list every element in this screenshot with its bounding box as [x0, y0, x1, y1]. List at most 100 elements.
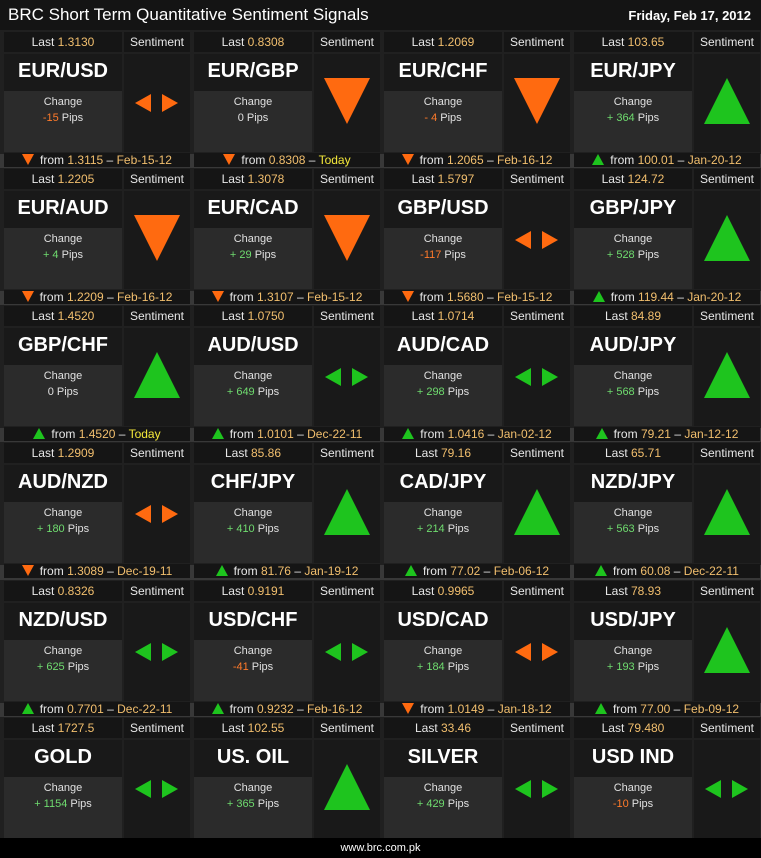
change-label: Change — [423, 782, 463, 794]
from-date: Dec-22-11 — [117, 702, 173, 716]
from-label: from — [610, 290, 635, 304]
change-label: Change — [613, 507, 653, 519]
change-value: -15 Pips — [4, 112, 122, 124]
left-arrow-icon — [135, 505, 151, 523]
instrument-cell: Last 102.55 Sentiment US. OIL Change + 365 P… — [192, 717, 380, 853]
trend-origin-bar: from 77.02 – Feb-06-12 — [384, 564, 570, 578]
change-value: + 298 Pips — [384, 386, 502, 398]
change-label: Change — [233, 645, 273, 657]
sentiment-header: Sentiment — [314, 718, 380, 738]
change-label: Change — [613, 370, 653, 382]
sentiment-panel — [124, 328, 190, 426]
sentiment-header: Sentiment — [504, 32, 570, 52]
trend-up-icon — [592, 154, 605, 166]
separator: – — [107, 564, 114, 578]
change-label: Change — [43, 370, 83, 382]
instrument-cell: Last 79.480 Sentiment USD IND Change -10 Pip… — [572, 717, 760, 853]
change-label: Change — [613, 233, 653, 245]
instrument-name: EUR/AUD — [17, 197, 109, 219]
sentiment-up-arrow-icon — [134, 352, 180, 398]
from-label: from — [419, 290, 444, 304]
last-label: Last — [221, 721, 245, 735]
pips-label: Pips — [251, 661, 274, 673]
change-pips: + 410 — [226, 523, 255, 535]
last-price-header: Last 33.46 — [384, 718, 502, 738]
signals-row: Last 1727.5 Sentiment GOLD Change + 1154 Pip… — [0, 717, 761, 853]
from-price: 77.02 — [450, 564, 481, 578]
change-label: Change — [43, 507, 83, 519]
last-price: 78.93 — [631, 584, 662, 598]
sentiment-up-arrow-icon — [704, 215, 750, 261]
instrument-name: USD/CHF — [208, 609, 298, 631]
pips-label: Pips — [447, 386, 470, 398]
separator: – — [673, 564, 681, 578]
last-label: Last — [414, 446, 438, 460]
sentiment-header: Sentiment — [124, 306, 190, 326]
sentiment-header: Sentiment — [314, 443, 380, 463]
sentiment-up-arrow-icon — [324, 489, 370, 535]
last-price: 0.9965 — [437, 584, 475, 598]
instrument-cell: Last 1.5797 Sentiment GBP/USD Change -117 Pi… — [382, 168, 570, 304]
change-value: + 193 Pips — [574, 661, 692, 673]
sentiment-up-arrow-icon — [704, 489, 750, 535]
last-price-header: Last 78.93 — [574, 581, 692, 601]
footer-link[interactable]: www.brc.com.pk — [340, 842, 421, 854]
sentiment-sideways-arrows-icon — [135, 504, 179, 524]
pips-label: Pips — [257, 798, 280, 810]
pips-label: Pips — [447, 798, 470, 810]
signals-row: Last 1.2205 Sentiment EUR/AUD Change + 4 Pip… — [0, 168, 761, 304]
sentiment-panel — [504, 740, 570, 838]
instrument-name: US. OIL — [216, 746, 290, 768]
change-box: Change + 214 Pips — [384, 502, 502, 563]
last-price: 124.72 — [627, 172, 665, 186]
instrument-panel: EUR/USD Change -15 Pips — [4, 54, 122, 152]
change-label: Change — [43, 233, 83, 245]
last-label: Last — [411, 309, 435, 323]
from-date: Today — [318, 153, 351, 167]
instrument-cell: Last 1.4520 Sentiment GBP/CHF Change 0 Pips f… — [2, 305, 190, 441]
left-arrow-icon — [515, 231, 531, 249]
from-label: from — [229, 702, 254, 716]
instrument-panel: GBP/CHF Change 0 Pips — [4, 328, 122, 426]
change-pips: + 298 — [416, 386, 445, 398]
change-label: Change — [423, 233, 463, 245]
trend-origin-bar: from 100.01 – Jan-20-12 — [574, 153, 760, 167]
from-date: Feb-16-12 — [307, 702, 363, 716]
sentiment-header: Sentiment — [694, 306, 760, 326]
change-label: Change — [613, 782, 653, 794]
left-arrow-icon — [705, 780, 721, 798]
instrument-panel: AUD/CAD Change + 298 Pips — [384, 328, 502, 426]
from-label: from — [39, 702, 64, 716]
change-pips: + 4 — [42, 249, 59, 261]
sentiment-header: Sentiment — [124, 581, 190, 601]
last-label: Last — [31, 446, 55, 460]
instrument-name: USD IND — [591, 746, 675, 768]
change-label: Change — [43, 782, 83, 794]
last-label: Last — [604, 584, 628, 598]
right-arrow-icon — [352, 643, 368, 661]
trend-up-icon — [33, 428, 46, 440]
from-label: from — [39, 564, 64, 578]
from-date: Jan-20-12 — [687, 290, 742, 304]
right-arrow-icon — [162, 780, 178, 798]
sentiment-down-arrow-icon — [324, 215, 370, 261]
from-date: Jan-12-12 — [684, 427, 739, 441]
instrument-cell: Last 0.9965 Sentiment USD/CAD Change + 184 P… — [382, 580, 570, 716]
last-label: Last — [224, 446, 248, 460]
from-date: Feb-16-12 — [497, 153, 553, 167]
change-label: Change — [233, 233, 273, 245]
last-price: 1.2205 — [57, 172, 95, 186]
change-value: + 180 Pips — [4, 523, 122, 535]
from-price: 119.44 — [638, 290, 674, 304]
change-box: Change 0 Pips — [4, 365, 122, 426]
last-label: Last — [601, 172, 625, 186]
instrument-cell: Last 1.2909 Sentiment AUD/NZD Change + 180 P… — [2, 442, 190, 578]
signals-row: Last 0.8326 Sentiment NZD/USD Change + 625 P… — [0, 580, 761, 716]
sentiment-panel — [694, 191, 760, 289]
left-arrow-icon — [515, 780, 531, 798]
instrument-cell: Last 1.3078 Sentiment EUR/CAD Change + 29 Pi… — [192, 168, 380, 304]
instrument-name: AUD/JPY — [589, 334, 677, 356]
right-arrow-icon — [162, 94, 178, 112]
instrument-panel: SILVER Change + 429 Pips — [384, 740, 502, 838]
trend-up-icon — [404, 565, 417, 577]
